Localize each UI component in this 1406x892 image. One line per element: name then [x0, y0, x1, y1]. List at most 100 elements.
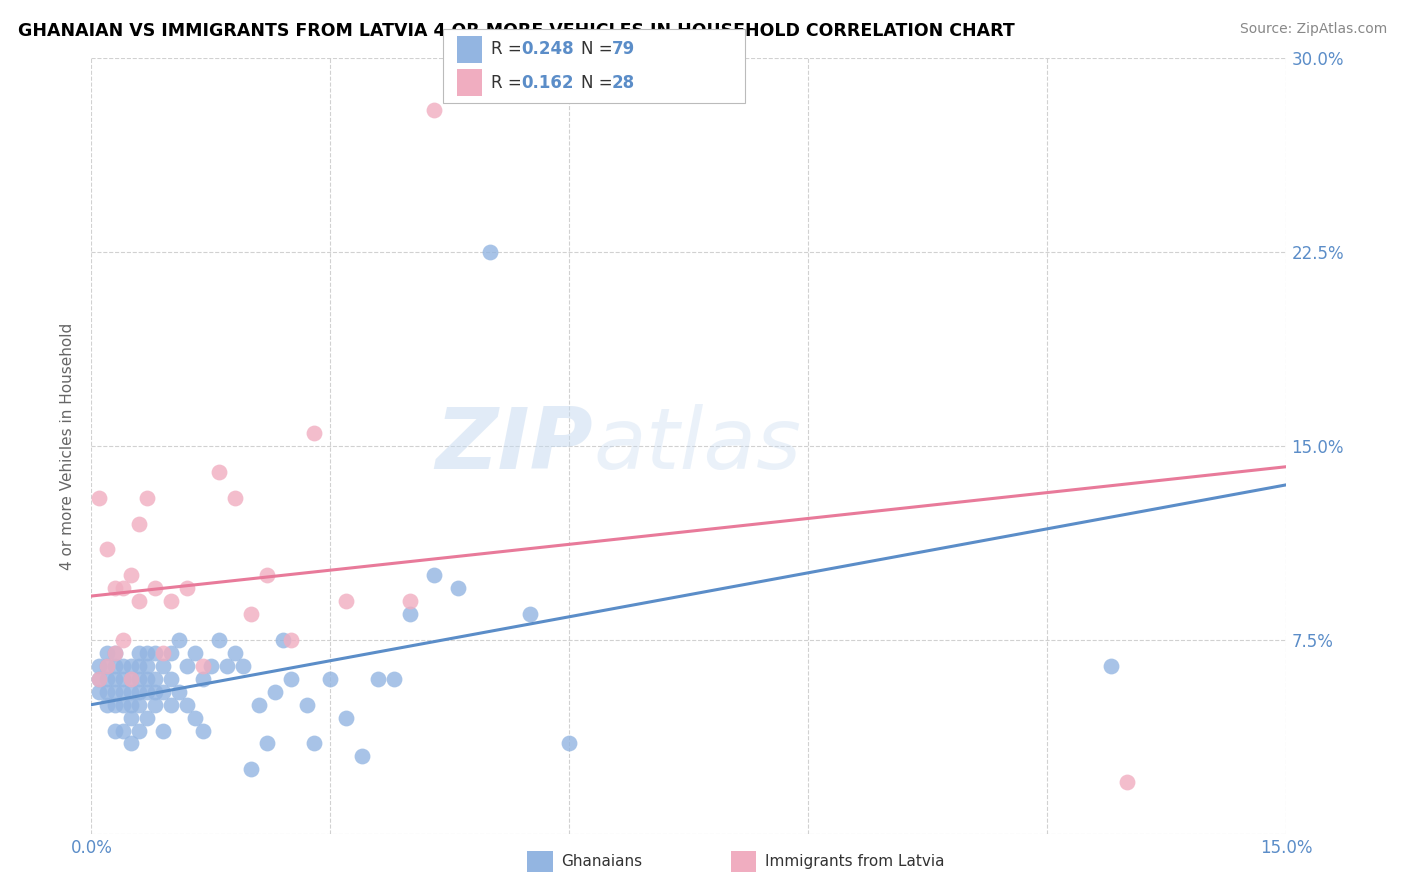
Point	[335, 594, 357, 608]
Point	[128, 646, 150, 660]
Y-axis label: 4 or more Vehicles in Household: 4 or more Vehicles in Household	[60, 322, 76, 570]
Point	[104, 658, 127, 673]
Text: Immigrants from Latvia: Immigrants from Latvia	[765, 855, 945, 869]
Point	[280, 633, 302, 648]
Text: R =: R =	[491, 74, 527, 92]
Point	[399, 607, 422, 621]
Point	[96, 658, 118, 673]
Text: 79: 79	[612, 40, 636, 58]
Point	[143, 698, 166, 712]
Point	[120, 737, 142, 751]
Point	[256, 568, 278, 582]
Point	[160, 672, 183, 686]
Text: atlas: atlas	[593, 404, 801, 488]
Point	[160, 698, 183, 712]
Point	[319, 672, 342, 686]
Point	[143, 582, 166, 596]
Point	[232, 658, 254, 673]
Point	[558, 737, 581, 751]
Point	[367, 672, 389, 686]
Text: 0.248: 0.248	[522, 40, 574, 58]
Point	[176, 582, 198, 596]
Point	[239, 762, 262, 776]
Point	[304, 425, 326, 440]
Text: Source: ZipAtlas.com: Source: ZipAtlas.com	[1240, 22, 1388, 37]
Point	[160, 594, 183, 608]
Point	[215, 658, 238, 673]
Point	[104, 582, 127, 596]
Point	[208, 465, 231, 479]
Point	[399, 594, 422, 608]
Point	[143, 672, 166, 686]
Point	[478, 244, 501, 259]
Point	[120, 672, 142, 686]
Point	[295, 698, 318, 712]
Point	[136, 710, 159, 724]
Point	[112, 723, 135, 738]
Point	[136, 491, 159, 505]
Point	[184, 646, 207, 660]
Point	[112, 698, 135, 712]
Point	[423, 568, 446, 582]
Point	[136, 685, 159, 699]
Point	[167, 633, 190, 648]
Point	[304, 737, 326, 751]
Point	[1099, 658, 1122, 673]
Point	[176, 658, 198, 673]
Point	[96, 542, 118, 557]
Point	[112, 672, 135, 686]
Point	[120, 568, 142, 582]
Point	[152, 723, 174, 738]
Point	[128, 594, 150, 608]
Point	[280, 672, 302, 686]
Point	[96, 698, 118, 712]
Point	[167, 685, 190, 699]
Point	[104, 723, 127, 738]
Point	[120, 685, 142, 699]
Point	[128, 698, 150, 712]
Point	[120, 710, 142, 724]
Point	[89, 685, 111, 699]
Point	[1116, 775, 1139, 789]
Text: N =: N =	[581, 74, 617, 92]
Point	[239, 607, 262, 621]
Point	[120, 672, 142, 686]
Point	[176, 698, 198, 712]
Point	[120, 658, 142, 673]
Point	[191, 723, 214, 738]
Point	[271, 633, 294, 648]
Point	[519, 607, 541, 621]
Point	[224, 491, 246, 505]
Point	[112, 685, 135, 699]
Point	[96, 672, 118, 686]
Point	[128, 658, 150, 673]
Point	[96, 646, 118, 660]
Point	[136, 672, 159, 686]
Point	[96, 685, 118, 699]
Text: Ghanaians: Ghanaians	[561, 855, 643, 869]
Point	[335, 710, 357, 724]
Point	[96, 658, 118, 673]
Point	[128, 672, 150, 686]
Point	[152, 646, 174, 660]
Point	[104, 672, 127, 686]
Point	[128, 516, 150, 531]
Point	[247, 698, 270, 712]
Point	[191, 658, 214, 673]
Point	[256, 737, 278, 751]
Text: N =: N =	[581, 40, 617, 58]
Point	[382, 672, 405, 686]
Point	[184, 710, 207, 724]
Point	[423, 103, 446, 117]
Point	[224, 646, 246, 660]
Point	[136, 658, 159, 673]
Point	[104, 646, 127, 660]
Text: 28: 28	[612, 74, 634, 92]
Point	[200, 658, 222, 673]
Point	[152, 658, 174, 673]
Point	[112, 582, 135, 596]
Point	[120, 698, 142, 712]
Point	[447, 582, 470, 596]
Text: 0.162: 0.162	[522, 74, 574, 92]
Point	[191, 672, 214, 686]
